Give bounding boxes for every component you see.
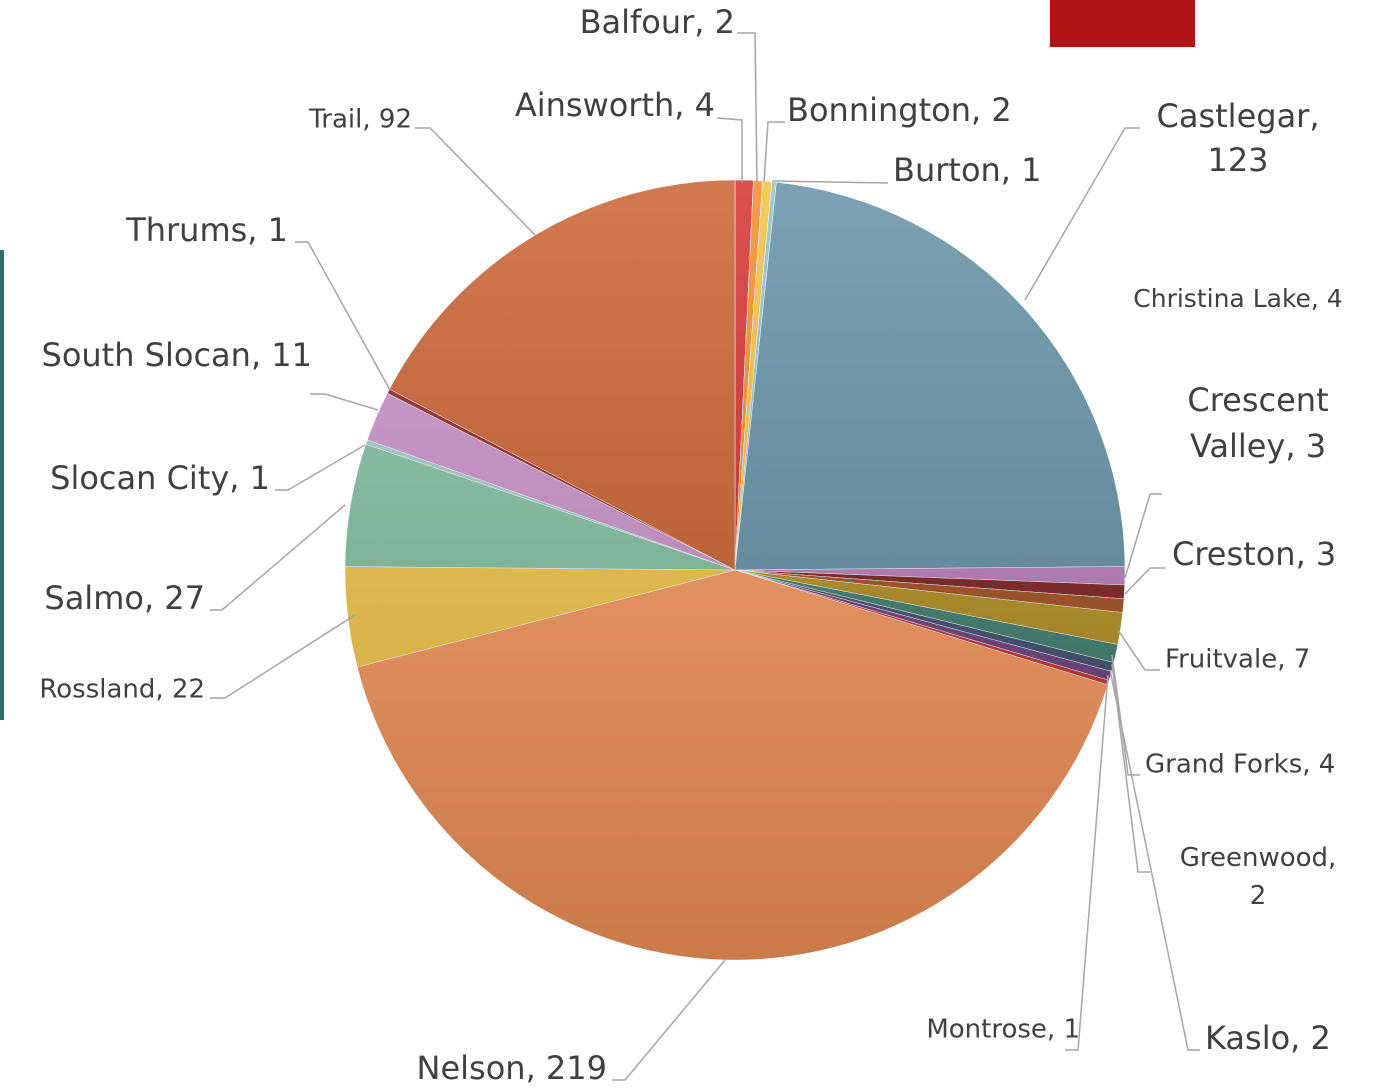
data-label: Montrose, 1 [926,1015,1080,1045]
label-line: 2 [1250,881,1267,911]
leader-line [1111,654,1140,776]
decor-bar [0,250,4,720]
label-line: Castlegar, [1157,97,1320,135]
label-line: Crescent [1187,381,1328,419]
leader-line [295,241,391,391]
leader-line [1117,629,1160,671]
leader-line [1065,674,1109,1051]
data-label: Slocan City, 1 [50,459,270,497]
labels: Ainsworth, 4 Balfour, 2 Bonnington, 2 Burto… [39,3,1342,1087]
leader-line [210,614,356,699]
data-label: Balfour, 2 [580,3,735,41]
leader-line [415,127,536,236]
data-label: South Slocan, 11 [42,336,313,374]
decor-block [1050,0,1195,47]
data-label: Christina Lake, 4 [1133,284,1342,313]
leader-line [1124,493,1162,579]
data-label: Thrums, 1 [125,211,288,249]
leader-line [737,32,758,183]
pie-slice [734,181,1126,571]
leader-line [1124,567,1165,595]
label-line: Greenwood, [1180,843,1337,873]
data-label: Rossland, 22 [39,675,205,705]
leader-line [716,117,743,183]
data-label: Crescent Valley, 3 [1187,381,1328,465]
data-label: Nelson, 219 [417,1049,607,1087]
leader-line [612,959,726,1081]
leader-line [1024,127,1140,301]
data-label: Grand Forks, 4 [1145,750,1335,780]
data-label: Castlegar, 123 [1157,97,1320,179]
data-label: Fruitvale, 7 [1165,645,1310,675]
data-label: Salmo, 27 [44,579,205,617]
pie [344,179,1126,961]
data-label: Greenwood, 2 [1180,843,1337,911]
data-label: Burton, 1 [893,151,1042,189]
leader-line [275,444,366,491]
label-line: 123 [1207,141,1268,179]
leader-line [1109,669,1200,1051]
data-label: Kaslo, 2 [1205,1019,1331,1057]
leader-line [310,393,379,411]
data-label: Bonnington, 2 [787,91,1012,129]
data-label: Trail, 92 [308,105,412,135]
label-line: Valley, 3 [1190,427,1326,465]
leader-line [771,180,889,184]
leader-line [763,121,785,183]
leader-line [1111,663,1150,873]
data-label: Creston, 3 [1172,535,1336,573]
data-label: Ainsworth, 4 [515,86,715,124]
leader-line [210,504,346,611]
